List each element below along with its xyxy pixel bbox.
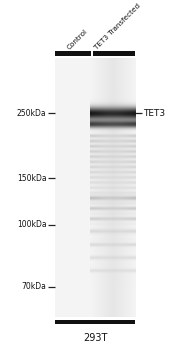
Text: 100kDa: 100kDa <box>17 220 46 229</box>
Bar <box>55 320 135 324</box>
Text: 150kDa: 150kDa <box>17 174 46 183</box>
Text: TET3: TET3 <box>143 109 166 118</box>
Text: Control: Control <box>66 28 89 51</box>
Text: 293T: 293T <box>83 333 107 343</box>
Text: 70kDa: 70kDa <box>22 282 46 292</box>
Text: 250kDa: 250kDa <box>17 109 46 118</box>
Bar <box>55 51 135 56</box>
Bar <box>91 51 93 56</box>
Text: TET3 Transfected: TET3 Transfected <box>94 2 142 51</box>
Bar <box>55 58 135 317</box>
